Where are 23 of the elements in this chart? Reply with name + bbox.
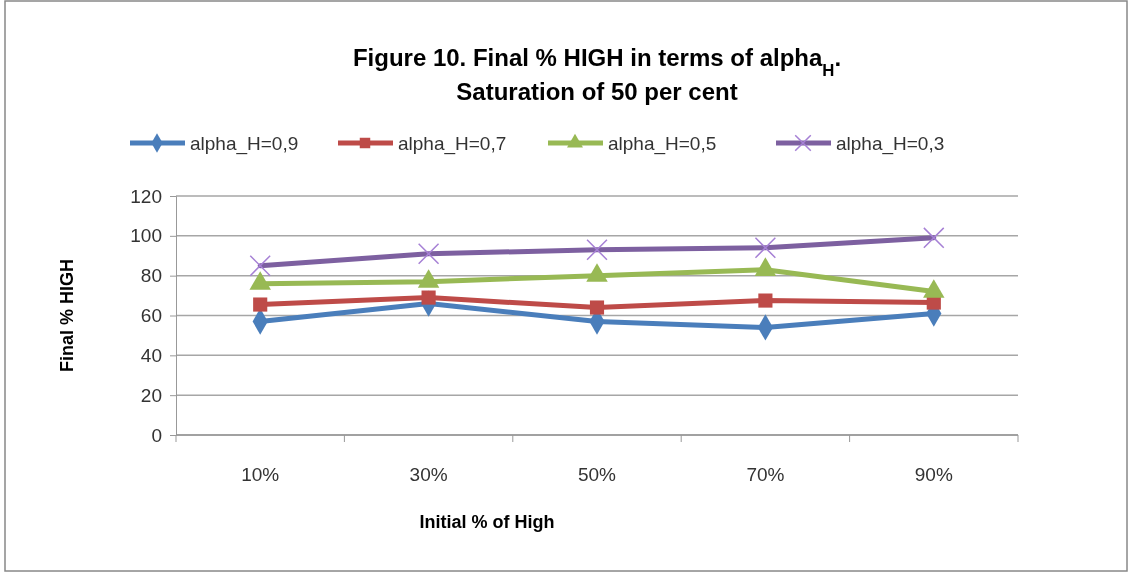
legend-label: alpha_H=0,5 [608,133,717,155]
legend-label: alpha_H=0,7 [398,133,507,155]
y-tick-label: 80 [140,265,162,287]
point [589,300,605,315]
point [253,297,268,312]
point [758,293,773,308]
x-axis-title: Initial % of High [419,512,555,532]
x-tick-label: 30% [409,464,448,485]
x-tick-label: 50% [577,464,617,485]
x-tick-label: 10% [241,464,280,485]
x-tick-label: 90% [914,464,953,485]
y-tick-label: 100 [130,225,162,247]
y-tick-label: 120 [130,185,162,207]
legend-label: alpha_H=0,9 [190,133,299,155]
legend-label: alpha_H=0,3 [836,133,945,155]
y-tick-label: 60 [140,305,162,327]
y-tick-label: 0 [151,424,162,446]
chart-title: Figure 10. Final % HIGH in terms of alpha$_{H}$. Saturation of 50 per cent [352,44,842,105]
y-axis-title: Final % HIGH [57,258,77,373]
x-tick-label: 70% [746,464,785,485]
y-tick-label: 40 [140,344,162,366]
point [421,290,436,305]
y-tick-label: 20 [140,384,162,406]
